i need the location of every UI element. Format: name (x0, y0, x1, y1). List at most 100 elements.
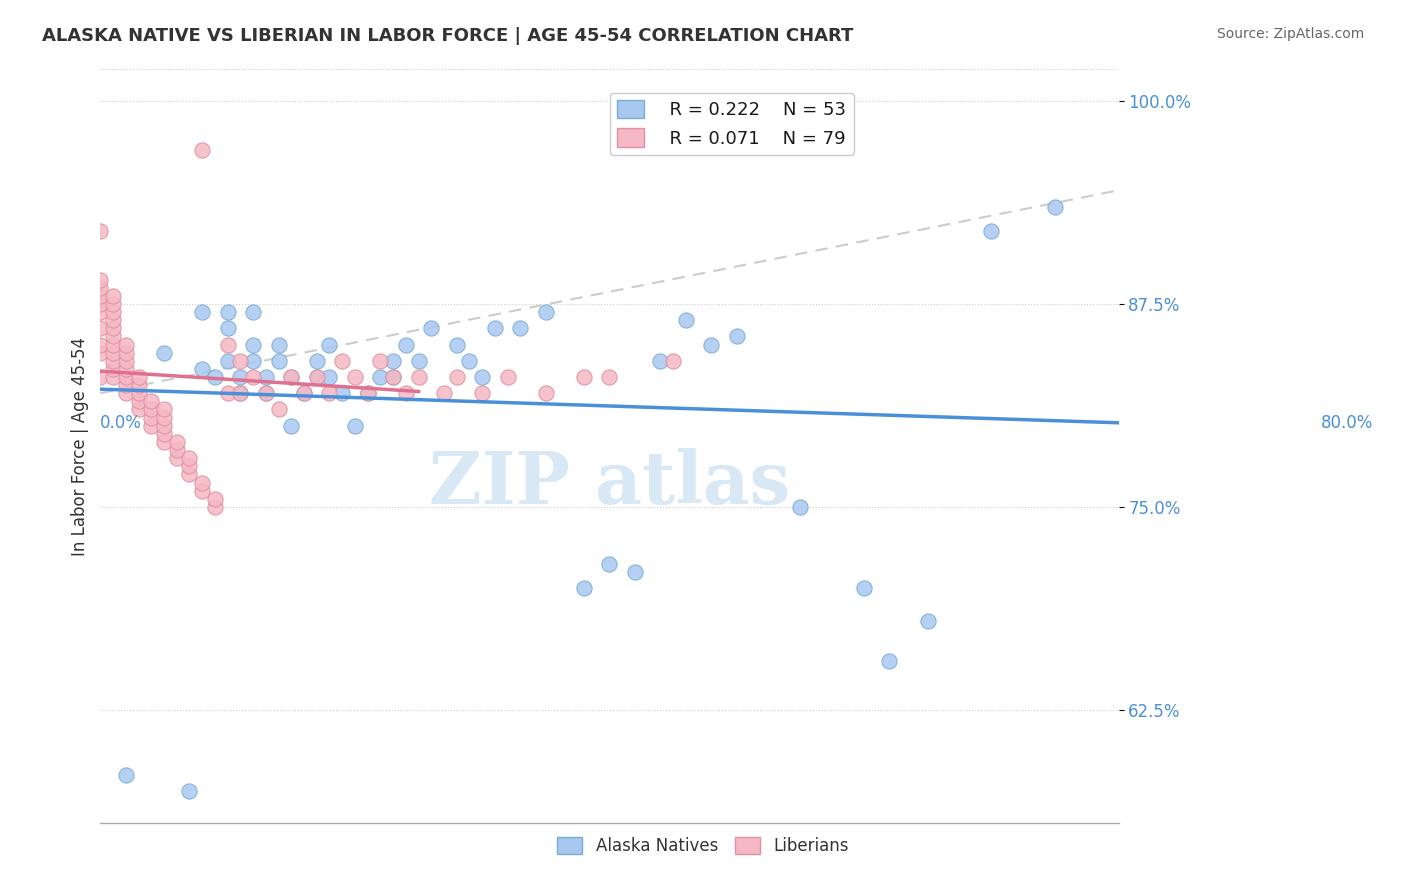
Point (101, 353, 124, 368)
Point (330, 386, 353, 401)
Point (128, 402, 150, 417)
Point (509, 321, 531, 335)
Point (179, 459, 201, 474)
Point (382, 370, 405, 384)
Point (101, 321, 124, 335)
Text: ZIP atlas: ZIP atlas (429, 449, 790, 519)
Point (101, 370, 124, 384)
Point (141, 418, 163, 433)
Point (572, 581, 595, 595)
Point (446, 370, 468, 384)
Point (101, 313, 124, 327)
Point (446, 337, 468, 351)
Point (650, 353, 672, 368)
Point (598, 370, 620, 384)
Point (980, 224, 1002, 238)
Point (700, 337, 723, 351)
Point (254, 386, 277, 401)
Point (917, 614, 939, 628)
Point (292, 386, 315, 401)
Point (471, 370, 494, 384)
Point (267, 337, 290, 351)
Point (191, 475, 214, 490)
Point (204, 500, 226, 514)
Point (114, 768, 136, 782)
Point (128, 394, 150, 409)
Point (318, 386, 340, 401)
Point (496, 370, 519, 384)
Point (89, 224, 111, 238)
Point (305, 370, 328, 384)
Point (89, 305, 111, 319)
Point (598, 557, 620, 571)
Point (675, 313, 697, 327)
Point (217, 353, 239, 368)
Point (853, 581, 876, 595)
Point (254, 370, 277, 384)
Point (179, 784, 201, 798)
Point (370, 353, 392, 368)
Point (217, 321, 239, 335)
Point (114, 337, 136, 351)
Point (343, 370, 366, 384)
Point (343, 418, 366, 433)
Point (458, 353, 481, 368)
Point (534, 305, 557, 319)
Point (395, 337, 418, 351)
Point (789, 500, 811, 514)
Point (254, 386, 277, 401)
Point (101, 289, 124, 303)
Point (242, 305, 264, 319)
Point (229, 386, 252, 401)
Point (128, 386, 150, 401)
Point (204, 491, 226, 506)
Point (114, 378, 136, 392)
Point (217, 305, 239, 319)
Point (141, 410, 163, 425)
Text: 80.0%: 80.0% (1320, 414, 1374, 432)
Point (101, 329, 124, 343)
Point (242, 337, 264, 351)
Point (292, 386, 315, 401)
Point (153, 426, 176, 441)
Point (153, 402, 176, 417)
Point (382, 353, 405, 368)
Point (484, 321, 506, 335)
Point (267, 353, 290, 368)
Point (89, 281, 111, 295)
Point (89, 289, 111, 303)
Point (1043, 200, 1066, 214)
Point (420, 321, 443, 335)
Point (408, 370, 430, 384)
Point (114, 345, 136, 359)
Point (305, 353, 328, 368)
Point (191, 483, 214, 498)
Point (89, 370, 111, 384)
Point (179, 467, 201, 482)
Point (370, 370, 392, 384)
Point (89, 337, 111, 351)
Point (114, 353, 136, 368)
Point (153, 410, 176, 425)
Point (153, 418, 176, 433)
Point (101, 337, 124, 351)
Point (166, 443, 188, 458)
Point (179, 451, 201, 466)
Point (191, 305, 214, 319)
Point (166, 434, 188, 449)
Point (191, 362, 214, 376)
Point (318, 337, 340, 351)
Point (204, 370, 226, 384)
Point (101, 297, 124, 311)
Point (229, 386, 252, 401)
Point (89, 321, 111, 335)
Point (471, 386, 494, 401)
Text: ALASKA NATIVE VS LIBERIAN IN LABOR FORCE | AGE 45-54 CORRELATION CHART: ALASKA NATIVE VS LIBERIAN IN LABOR FORCE… (42, 27, 853, 45)
Point (534, 386, 557, 401)
Point (280, 370, 302, 384)
Point (141, 394, 163, 409)
Point (166, 451, 188, 466)
Text: 0.0%: 0.0% (100, 414, 142, 432)
Point (318, 370, 340, 384)
Point (153, 345, 176, 359)
